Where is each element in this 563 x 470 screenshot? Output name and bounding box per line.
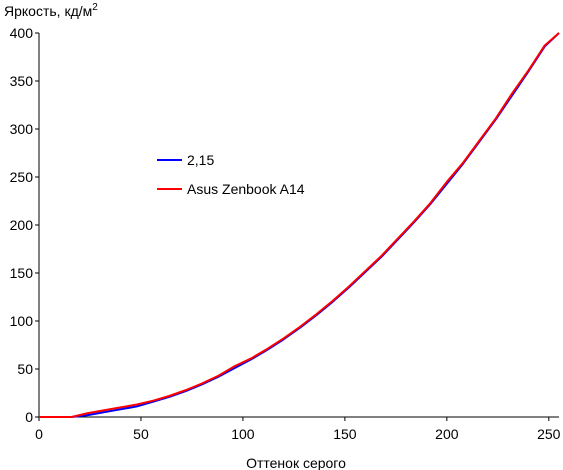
axes: 0 50 100 150 200 250 300 350 400 0 50 100 150 200 250 (10, 25, 561, 442)
y-tick-label: 100 (10, 313, 34, 329)
y-axis-ticks: 0 50 100 150 200 250 300 350 400 (10, 25, 39, 425)
x-tick-label: 0 (35, 426, 43, 442)
series-lines (39, 32, 560, 418)
x-tick-label: 250 (537, 426, 561, 442)
x-tick-label: 200 (435, 426, 459, 442)
y-tick-label: 350 (10, 73, 34, 89)
x-tick-label: 50 (133, 426, 149, 442)
legend-label-series-2: Asus Zenbook A14 (187, 181, 305, 197)
x-axis-ticks: 0 50 100 150 200 250 (35, 417, 561, 442)
x-tick-label: 150 (333, 426, 357, 442)
legend: 2,15 Asus Zenbook A14 (157, 152, 305, 197)
series-line-2 (39, 32, 560, 418)
series-line-1 (39, 32, 560, 418)
y-tick-label: 200 (10, 217, 34, 233)
legend-label-series-1: 2,15 (187, 152, 214, 168)
y-tick-label: 250 (10, 169, 34, 185)
x-axis-title: Оттенок серого (246, 455, 346, 470)
y-tick-label: 400 (10, 25, 34, 41)
y-tick-label: 0 (25, 409, 33, 425)
y-tick-label: 150 (10, 265, 34, 281)
y-axis-title: Яркость, кд/м2 (4, 2, 98, 19)
x-tick-label: 100 (231, 426, 255, 442)
y-tick-label: 300 (10, 121, 34, 137)
y-tick-label: 50 (17, 361, 33, 377)
